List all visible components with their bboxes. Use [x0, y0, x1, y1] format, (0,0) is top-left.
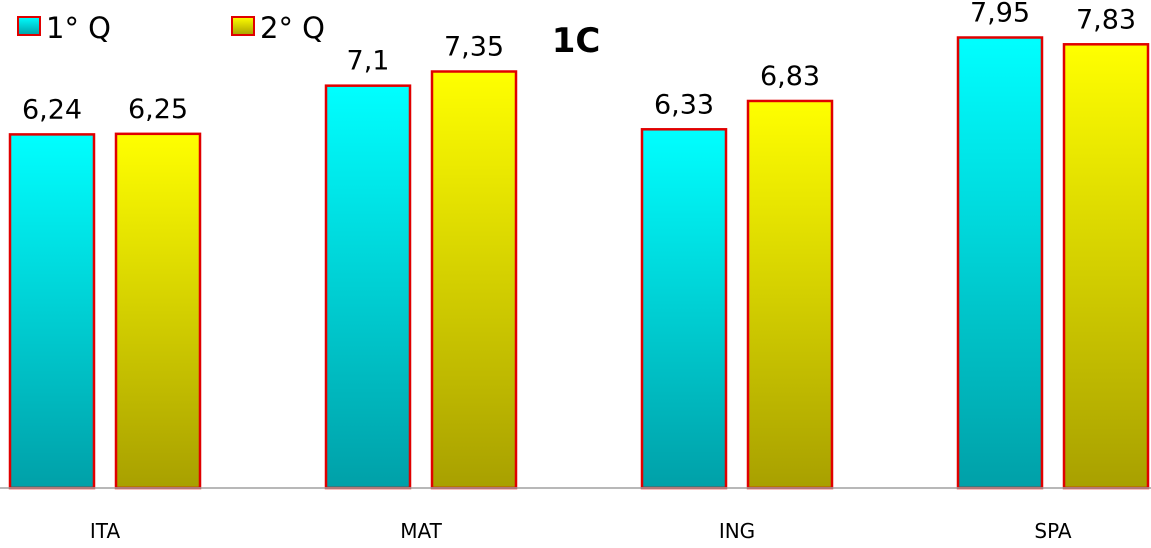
- value-labels-group: 6,24 6,25 7,1 7,35 6,33 6,83 7,95 7,83: [22, 0, 1136, 125]
- bar-mat-series-2: [430, 70, 518, 490]
- value-label-mat-series-2: 7,35: [444, 32, 504, 63]
- legend-label-series-1: 1° Q: [46, 11, 111, 45]
- bar-ita-series-2: [114, 132, 202, 490]
- legend-label-series-2: 2° Q: [260, 11, 325, 45]
- value-label-mat-series-1: 7,1: [347, 46, 390, 77]
- category-labels-group: ITA MAT ING SPA: [90, 519, 1072, 543]
- value-label-ing-series-2: 6,83: [760, 61, 820, 92]
- value-label-ing-series-1: 6,33: [654, 89, 714, 120]
- category-label-spa: SPA: [1034, 519, 1071, 543]
- value-label-ita-series-1: 6,24: [22, 94, 82, 125]
- value-label-spa-series-2: 7,83: [1076, 4, 1136, 35]
- legend-item-series-2: 2° Q: [231, 11, 325, 45]
- chart-title: 1C: [552, 21, 601, 61]
- bar-ita-series-1: [8, 133, 96, 490]
- bar-spa-series-1: [956, 36, 1044, 490]
- bar-ing-series-1: [640, 128, 728, 490]
- legend-swatch-series-2: [231, 16, 255, 36]
- bars-group: [8, 36, 1150, 490]
- category-label-ita: ITA: [90, 519, 121, 543]
- legend: 1° Q 2° Q: [17, 11, 325, 45]
- category-label-mat: MAT: [400, 519, 442, 543]
- bar-ing-series-2: [746, 99, 834, 490]
- legend-swatch-series-1: [17, 16, 41, 36]
- value-label-spa-series-1: 7,95: [970, 0, 1030, 29]
- bar-mat-series-1: [324, 84, 412, 490]
- category-label-ing: ING: [719, 519, 755, 543]
- value-label-ita-series-2: 6,25: [128, 94, 188, 125]
- legend-item-series-1: 1° Q: [17, 11, 111, 45]
- bar-spa-series-2: [1062, 43, 1150, 490]
